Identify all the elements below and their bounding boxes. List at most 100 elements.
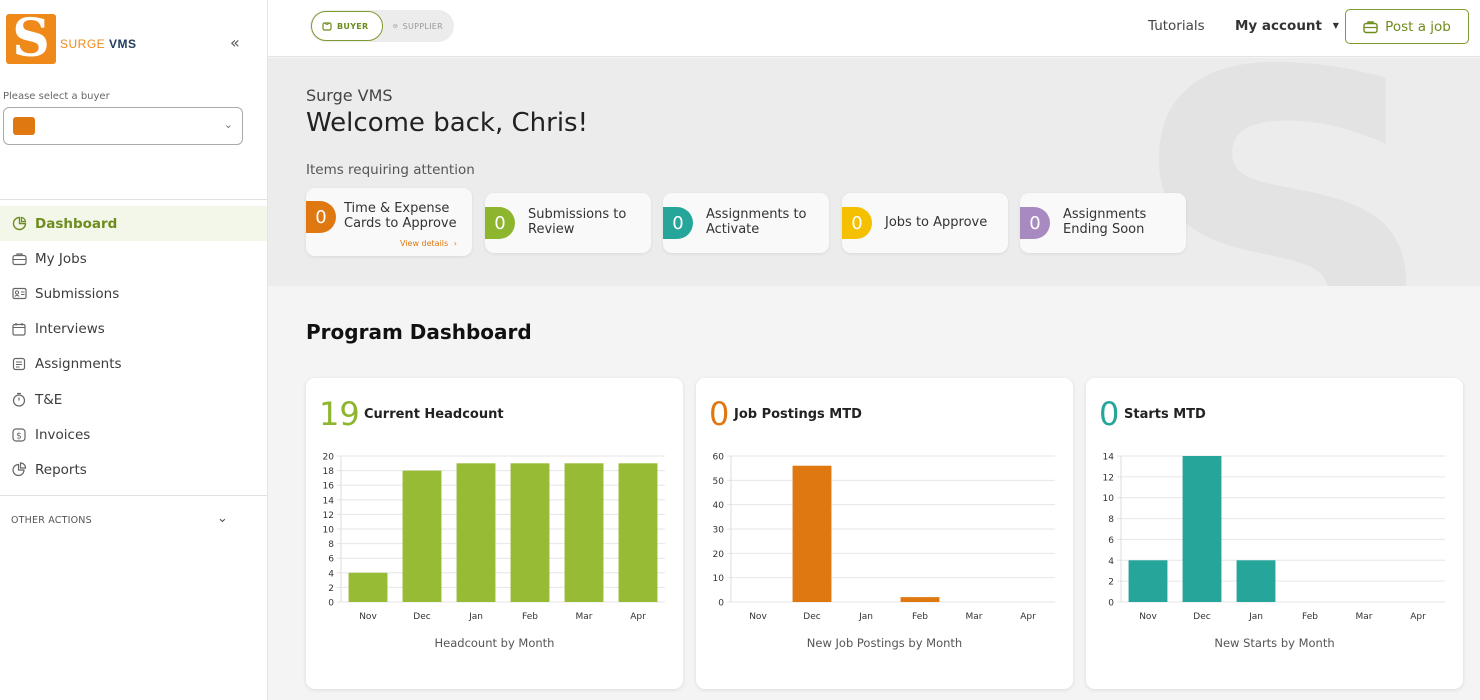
y-tick-label: 2 [328, 584, 334, 594]
x-tick-label: Apr [630, 612, 646, 622]
attention-card[interactable]: 0 Assignments to Activate [663, 193, 829, 253]
pie-chart-icon [11, 462, 27, 478]
sidebar-divider [0, 495, 267, 496]
attention-card[interactable]: 0 Time & Expense Cards to Approve View deta… [306, 188, 472, 256]
sidebar-item-label: Reports [35, 461, 87, 478]
sidebar-item-label: Submissions [35, 285, 120, 302]
chart-bar[interactable] [1128, 560, 1168, 602]
attention-count-badge: 0 [1020, 207, 1050, 239]
attention-count-badge: 0 [306, 201, 336, 233]
chart-bar[interactable] [1236, 560, 1276, 602]
chart-bar[interactable] [510, 463, 550, 602]
y-tick-label: 16 [323, 482, 335, 492]
x-tick-label: Apr [1410, 612, 1426, 622]
chart-bar[interactable] [348, 572, 388, 602]
top-bar: BUYER SUPPLIER Tutorials My account ▼ Po… [268, 0, 1480, 57]
post-a-job-button[interactable]: Post a job [1345, 9, 1469, 44]
svg-text:$: $ [16, 431, 22, 441]
buyer-icon [322, 22, 332, 31]
y-tick-label: 10 [713, 574, 725, 584]
x-tick-label: Dec [1193, 612, 1210, 622]
briefcase-icon [1363, 20, 1378, 33]
sidebar-item-label: Assignments [35, 356, 122, 373]
y-tick-label: 40 [713, 501, 725, 511]
y-tick-label: 10 [1103, 494, 1115, 504]
attention-card-label: Assignments Ending Soon [1063, 207, 1146, 237]
id-card-icon [11, 286, 27, 302]
sidebar-item-label: T&E [35, 391, 63, 408]
x-tick-label: Mar [576, 612, 593, 622]
y-tick-label: 50 [713, 477, 725, 487]
x-tick-label: Mar [966, 612, 983, 622]
briefcase-icon [11, 251, 27, 267]
sidebar-item-reports[interactable]: Reports [0, 452, 267, 487]
y-tick-label: 14 [323, 496, 335, 506]
my-account-menu[interactable]: My account ▼ [1235, 18, 1339, 34]
sidebar-item-dashboard[interactable]: Dashboard [0, 206, 267, 242]
chart-bar[interactable] [402, 470, 442, 602]
sidebar-item-invoices[interactable]: $ Invoices [0, 417, 267, 452]
welcome-hero: S Surge VMS Welcome back, Chris! Items r… [268, 58, 1480, 286]
attention-card-label: Jobs to Approve [885, 215, 987, 230]
attention-card[interactable]: 0 Submissions to Review [485, 193, 651, 253]
other-actions-label[interactable]: OTHER ACTIONS [11, 515, 92, 526]
chart-x-axis-label: New Starts by Month [1214, 636, 1335, 650]
bar-chart: 0 2 4 6 8 10 12 14 Nov Dec Jan Feb Mar Apr [1103, 453, 1445, 622]
sidebar-item-submissions[interactable]: Submissions [0, 276, 267, 311]
card-metric-value: 19 [319, 395, 360, 433]
buyer-toggle-button[interactable]: BUYER [311, 11, 383, 41]
y-tick-label: 12 [1103, 473, 1114, 483]
attention-card-label: Submissions to Review [528, 207, 626, 237]
x-tick-label: Jan [468, 612, 483, 622]
dashboard-card: 19 Current Headcount Headcount by Month 0 2 4… [306, 378, 683, 689]
sidebar-item-label: Dashboard [35, 215, 118, 232]
x-tick-label: Jan [858, 612, 873, 622]
buyer-select[interactable]: ⌄ [3, 107, 243, 145]
y-tick-label: 0 [328, 599, 334, 609]
buyer-supplier-toggle: BUYER SUPPLIER [310, 10, 454, 42]
sidebar-item-t-e[interactable]: T&E [0, 382, 267, 417]
sidebar-item-interviews[interactable]: Interviews [0, 312, 267, 347]
chart-x-axis-label: New Job Postings by Month [806, 636, 963, 650]
chart-bar[interactable] [564, 463, 604, 602]
tutorials-link[interactable]: Tutorials [1148, 18, 1205, 34]
y-tick-label: 60 [713, 453, 725, 463]
attention-card-label-line1: Submissions to [528, 207, 627, 222]
sidebar-item-label: Invoices [35, 426, 91, 443]
chart-bar[interactable] [900, 597, 940, 602]
chart-bar[interactable] [792, 465, 832, 602]
card-title: Job Postings MTD [734, 407, 862, 422]
supplier-toggle-button[interactable]: SUPPLIER [383, 11, 453, 41]
x-tick-label: Feb [912, 612, 928, 622]
logo-mark: S [6, 14, 56, 64]
view-details-link[interactable]: View details › [400, 239, 457, 248]
sidebar-item-my-jobs[interactable]: My Jobs [0, 241, 267, 276]
buyer-select-label: Please select a buyer [3, 91, 110, 102]
chart-bar[interactable] [1182, 456, 1222, 602]
card-title: Current Headcount [364, 407, 504, 422]
y-tick-label: 2 [1108, 578, 1114, 588]
card-title: Starts MTD [1124, 407, 1206, 422]
attention-card-label-line2: Cards to Approve [344, 216, 457, 231]
attention-card[interactable]: 0 Assignments Ending Soon [1020, 193, 1186, 253]
attention-card[interactable]: 0 Jobs to Approve [842, 193, 1008, 253]
attention-card-label-line2: Ending Soon [1063, 222, 1145, 237]
y-tick-label: 8 [328, 540, 334, 550]
bar-chart: 0 2 4 6 8 10 12 14 16 18 20 Nov Dec Jan Feb Mar Apr [323, 453, 665, 622]
supplier-icon [393, 23, 398, 29]
y-tick-label: 14 [1103, 453, 1115, 463]
y-tick-label: 0 [1108, 599, 1114, 609]
attention-card-label-line1: Assignments [1063, 207, 1147, 222]
surge-vms-logo[interactable]: S SURGE VMS [6, 14, 137, 64]
y-tick-label: 30 [713, 526, 725, 536]
sidebar-item-label: My Jobs [35, 250, 87, 267]
chart-bar[interactable] [456, 463, 496, 602]
chart-bar[interactable] [618, 463, 658, 602]
program-dashboard-title: Program Dashboard [306, 320, 532, 344]
dashboard-card: 0 Starts MTD New Starts by Month 0 2 4 6 8 10 12 1… [1086, 378, 1463, 689]
collapse-sidebar-icon[interactable]: « [230, 33, 240, 52]
sidebar-item-assignments[interactable]: Assignments [0, 347, 267, 382]
x-tick-label: Feb [1302, 612, 1318, 622]
expand-other-actions-icon[interactable]: ⌄ [217, 511, 228, 526]
x-tick-label: Mar [1356, 612, 1373, 622]
